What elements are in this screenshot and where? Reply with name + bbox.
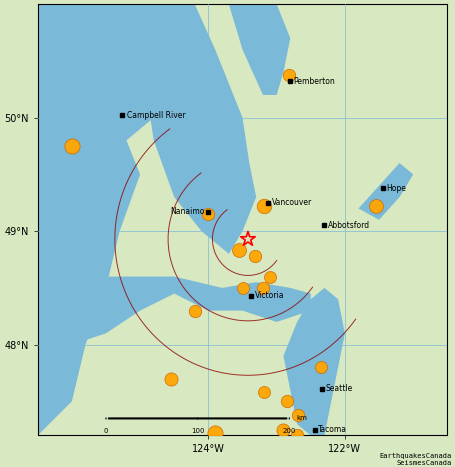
Text: 100: 100: [191, 427, 204, 433]
Point: [285, 71, 293, 78]
Text: Campbell River: Campbell River: [127, 111, 186, 120]
Point: [235, 247, 243, 254]
Point: [251, 252, 258, 260]
Text: Nanaimo: Nanaimo: [171, 207, 205, 216]
Point: [280, 426, 287, 433]
Polygon shape: [140, 4, 256, 254]
Text: Vancouver: Vancouver: [272, 198, 312, 207]
Point: [205, 211, 212, 218]
Text: 200: 200: [283, 427, 296, 433]
Point: [293, 432, 301, 439]
Text: Abbotsford: Abbotsford: [328, 221, 370, 230]
Point: [372, 203, 379, 210]
Text: Pemberton: Pemberton: [293, 77, 335, 86]
Point: [239, 284, 246, 292]
Point: [295, 411, 302, 419]
Text: Seattle: Seattle: [326, 384, 353, 393]
Point: [318, 364, 325, 371]
Point: [261, 203, 268, 210]
Polygon shape: [229, 4, 290, 95]
Polygon shape: [38, 4, 174, 435]
Polygon shape: [283, 288, 345, 435]
Text: Victoria: Victoria: [255, 291, 284, 300]
Point: [283, 398, 290, 405]
Point: [355, 443, 362, 451]
Text: Tacoma: Tacoma: [318, 425, 347, 434]
Point: [300, 454, 308, 462]
Point: [191, 307, 198, 314]
Point: [244, 235, 252, 243]
Point: [261, 389, 268, 396]
Point: [68, 142, 76, 150]
Point: [304, 443, 311, 451]
Point: [167, 375, 174, 382]
Point: [269, 441, 277, 448]
Polygon shape: [38, 276, 311, 345]
Text: EarthquakesCanada
SeismesCanada: EarthquakesCanada SeismesCanada: [379, 453, 451, 466]
Polygon shape: [359, 163, 413, 220]
Point: [212, 430, 219, 437]
Text: 0: 0: [104, 427, 108, 433]
Point: [266, 273, 273, 280]
Point: [259, 284, 267, 292]
Text: Hope: Hope: [387, 184, 406, 192]
Text: km: km: [296, 416, 307, 421]
